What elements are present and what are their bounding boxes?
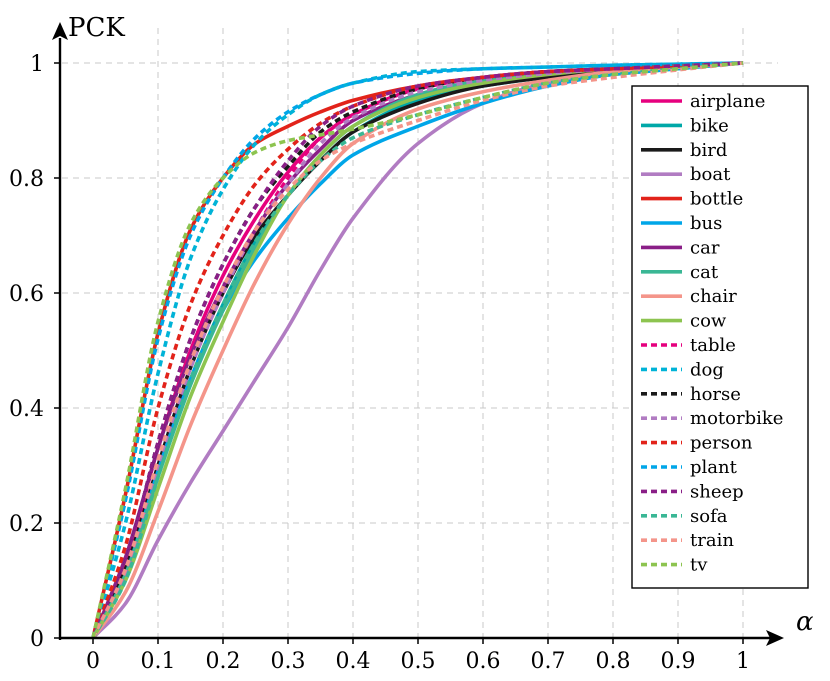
legend-label-plant: plant — [690, 457, 738, 478]
legend-label-bird: bird — [690, 140, 727, 161]
legend-label-bike: bike — [690, 115, 729, 136]
x-tick-label: 1 — [736, 649, 750, 674]
legend-label-sheep: sheep — [690, 481, 744, 502]
legend-label-chair: chair — [690, 286, 737, 307]
series-line-person — [91, 61, 744, 639]
y-tick-label: 0.2 — [9, 512, 44, 537]
legend-label-train: train — [690, 530, 734, 551]
y-tick-label: 0.4 — [9, 397, 44, 422]
x-axis-label: α — [796, 607, 814, 637]
x-axis-arrow — [766, 630, 784, 646]
series-layer — [91, 61, 744, 640]
legend-label-car: car — [690, 237, 720, 258]
series-line-chair — [91, 61, 744, 640]
y-axis-label: PCK — [68, 13, 125, 43]
legend-box — [631, 85, 809, 589]
y-tick-label: 0 — [30, 627, 44, 652]
x-tick-label: 0.5 — [401, 649, 436, 674]
series-line-train — [91, 61, 744, 639]
legend-label-bottle: bottle — [690, 189, 743, 210]
x-tick-label: 0.9 — [661, 649, 696, 674]
x-tick-label: 0.7 — [531, 649, 566, 674]
legend-label-person: person — [690, 433, 753, 454]
legend-label-cow: cow — [690, 311, 727, 332]
axes — [52, 22, 784, 646]
y-tick-label: 0.8 — [9, 167, 44, 192]
y-tick-label: 0.6 — [9, 282, 44, 307]
legend-label-horse: horse — [690, 384, 741, 405]
legend-label-table: table — [690, 335, 736, 356]
x-tick-label: 0.2 — [206, 649, 241, 674]
tick-labels: 0 0.1 0.2 0.3 0.4 0.5 0.6 0.7 0.8 0.9 1 0 0.2 0.4 0.6 0… — [9, 52, 750, 674]
legend-label-dog: dog — [690, 359, 724, 380]
x-tick-label: 0.4 — [336, 649, 371, 674]
legend-label-motorbike: motorbike — [690, 408, 783, 429]
legend-label-bus: bus — [690, 213, 722, 234]
x-tick-label: 0.3 — [271, 649, 306, 674]
series-line-sheep — [91, 61, 744, 639]
legend-label-tv: tv — [690, 555, 708, 576]
legend-label-cat: cat — [690, 262, 719, 283]
x-tick-label: 0 — [86, 649, 100, 674]
y-axis-arrow — [52, 22, 68, 40]
legend-label-sofa: sofa — [690, 506, 728, 527]
x-tick-label: 0.1 — [141, 649, 176, 674]
legend-label-airplane: airplane — [690, 91, 765, 112]
series-line-sofa — [91, 61, 744, 639]
legend: airplane bike bird boat bottle bus car cat chair… — [631, 85, 809, 589]
x-tick-label: 0.6 — [466, 649, 501, 674]
legend-label-boat: boat — [690, 164, 731, 185]
series-line-plant — [91, 61, 744, 639]
series-line-tv — [91, 61, 744, 639]
x-tick-label: 0.8 — [596, 649, 631, 674]
series-line-dog — [91, 61, 744, 639]
y-tick-label: 1 — [30, 52, 44, 77]
